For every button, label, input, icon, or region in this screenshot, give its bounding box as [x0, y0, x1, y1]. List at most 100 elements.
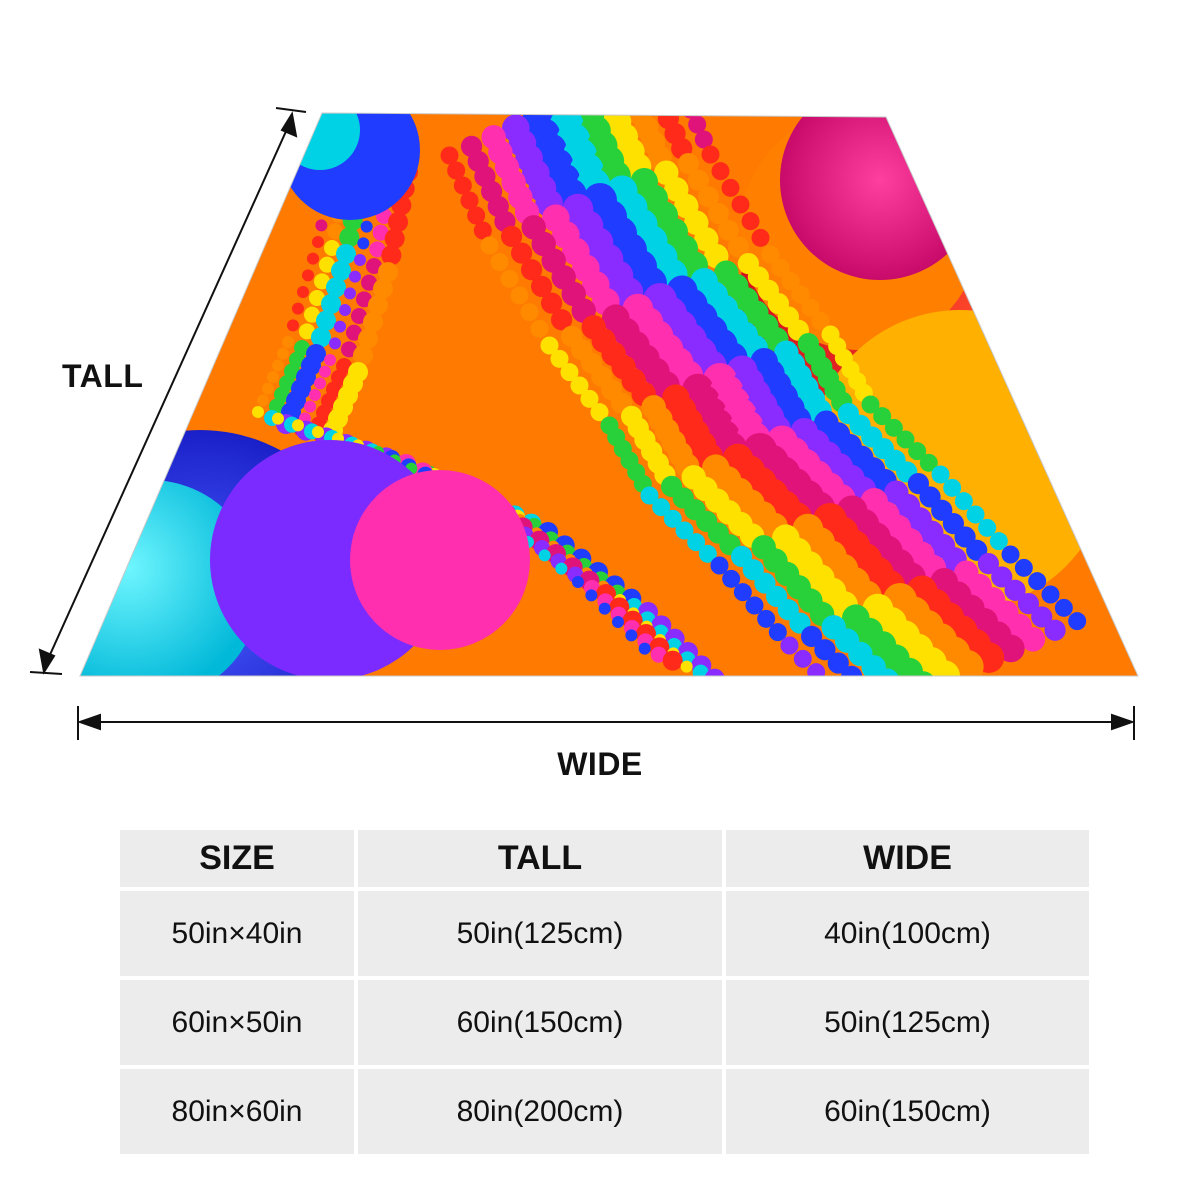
- petal-mark: [346, 324, 362, 341]
- table-row: 50in×40in 50in(125cm) 40in(100cm): [120, 891, 1089, 976]
- petal-mark: [954, 492, 973, 511]
- blanket-illustration: [29, 56, 1139, 740]
- petal-mark: [282, 336, 294, 348]
- petal-mark: [302, 269, 314, 282]
- petal-mark: [314, 377, 326, 390]
- petal-mark: [369, 241, 386, 258]
- petal-mark: [447, 161, 466, 180]
- petal-mark: [1044, 619, 1066, 641]
- petal-mark: [304, 400, 316, 413]
- petal-mark: [644, 78, 665, 99]
- petal-mark: [292, 302, 304, 315]
- petal-mark: [761, 245, 780, 264]
- petal-mark: [327, 223, 344, 240]
- petal-mark: [307, 252, 319, 265]
- petal-mark: [299, 323, 315, 340]
- petal-mark: [704, 668, 725, 676]
- petal-mark: [473, 221, 492, 240]
- petal-mark: [500, 269, 519, 288]
- petal-mark: [467, 206, 486, 225]
- petal-mark: [731, 195, 750, 214]
- petal-mark: [312, 236, 324, 248]
- petal-mark: [801, 625, 823, 648]
- petal-mark: [570, 376, 589, 395]
- petal-mark: [821, 677, 839, 695]
- tall-label: TALL: [62, 358, 144, 394]
- petal-mark: [384, 228, 405, 249]
- petal-mark: [943, 478, 962, 497]
- petal-mark: [277, 347, 289, 360]
- petal-mark: [811, 312, 830, 331]
- petal-mark: [349, 270, 361, 283]
- petal-mark: [711, 162, 730, 181]
- cell-wide: 60in(150cm): [726, 1069, 1089, 1154]
- petal-mark: [827, 652, 849, 674]
- petal-mark: [311, 327, 331, 348]
- petal-mark: [780, 636, 799, 655]
- petal-mark: [353, 345, 373, 366]
- petal-mark: [314, 273, 330, 290]
- petal-mark: [551, 309, 573, 331]
- petal-mark: [252, 406, 264, 418]
- petal-mark: [919, 453, 938, 472]
- petal-mark: [356, 291, 372, 308]
- petal-mark: [966, 505, 985, 524]
- petal-mark: [598, 602, 611, 615]
- petal-mark: [733, 583, 752, 602]
- petal-mark: [638, 642, 651, 655]
- petal-mark: [687, 533, 706, 552]
- petal-mark: [640, 486, 659, 505]
- petal-mark: [717, 219, 740, 241]
- petal-mark: [854, 679, 875, 700]
- petal-mark: [675, 521, 694, 540]
- petal-mark: [874, 668, 900, 676]
- petal-mark: [324, 354, 336, 366]
- petal-mark: [550, 349, 569, 368]
- petal-mark: [373, 278, 393, 299]
- cell-tall: 50in(125cm): [358, 891, 722, 976]
- petal-mark: [336, 244, 356, 264]
- petal-mark: [357, 237, 370, 250]
- petal-mark: [625, 629, 638, 642]
- petal-mark: [895, 657, 923, 676]
- petal-mark: [768, 623, 787, 642]
- petal-mark: [989, 532, 1008, 551]
- petal-mark: [710, 556, 729, 575]
- petal-mark: [334, 320, 346, 333]
- petal-mark: [339, 304, 351, 316]
- petal-mark: [896, 430, 915, 449]
- petal-mark: [1001, 545, 1020, 564]
- petal-mark: [572, 576, 584, 588]
- petal-mark: [697, 186, 720, 208]
- petal-mark: [978, 518, 997, 537]
- petal-mark: [662, 56, 680, 74]
- petal-mark: [751, 228, 770, 247]
- petal-mark: [1068, 612, 1087, 631]
- petal-mark: [650, 646, 667, 663]
- size-table-header-row: SIZE TALL WIDE: [120, 830, 1089, 887]
- petal-mark: [520, 303, 539, 322]
- petal-mark: [262, 382, 274, 395]
- petal-mark: [692, 664, 709, 676]
- petal-mark: [358, 328, 378, 349]
- petal-mark: [267, 371, 279, 383]
- wide-label: WIDE: [557, 746, 643, 782]
- petal-mark: [781, 272, 800, 291]
- petal-mark: [621, 86, 645, 110]
- petal-mark: [977, 553, 1000, 575]
- petal-mark: [490, 253, 509, 272]
- petal-mark: [841, 665, 863, 676]
- petal-mark: [287, 319, 299, 332]
- petal-mark: [388, 212, 408, 232]
- petal-mark: [698, 544, 717, 563]
- petal-mark: [908, 671, 937, 676]
- petal-mark: [312, 426, 324, 438]
- petal-mark: [309, 290, 325, 306]
- petal-mark: [1020, 627, 1046, 652]
- petal-mark: [541, 292, 563, 314]
- petal-mark: [722, 569, 741, 588]
- petal-mark: [555, 562, 568, 575]
- blanket-pattern: [80, 56, 1138, 700]
- petal-mark: [1054, 598, 1073, 617]
- petal-mark: [326, 277, 346, 298]
